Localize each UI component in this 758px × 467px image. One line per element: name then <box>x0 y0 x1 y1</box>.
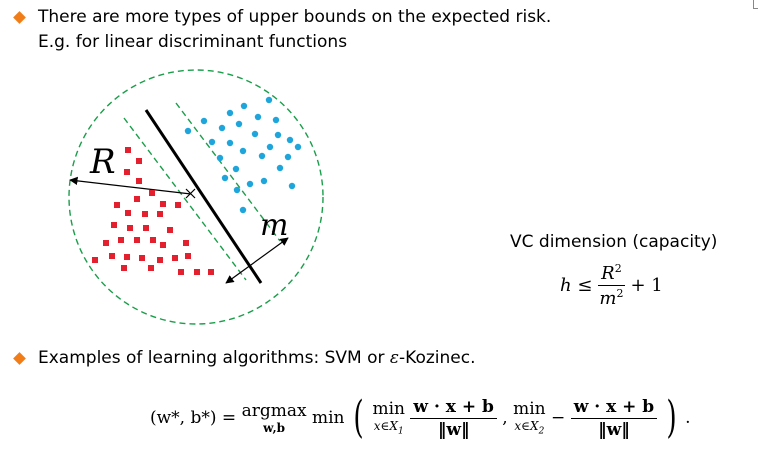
class-b-point <box>274 131 282 139</box>
class-b-point <box>226 139 234 147</box>
formula-lhs: (w*, b*) = <box>150 408 237 428</box>
class-b-points <box>184 96 302 214</box>
bullet-diamond-icon <box>13 11 26 24</box>
vc-denominator: m <box>599 288 617 309</box>
vc-denominator-exp: 2 <box>616 287 624 300</box>
bullet-diamond-icon <box>13 352 26 365</box>
class-a-point <box>183 240 189 246</box>
class-b-point <box>216 154 224 162</box>
class-b-point <box>260 177 268 185</box>
label-R: R <box>90 142 116 182</box>
class-a-point <box>118 237 124 243</box>
class-b-point <box>265 96 273 104</box>
class-b-point <box>286 136 294 144</box>
svm-margin-figure <box>68 69 324 325</box>
inner-min-1: min x∈X1 <box>372 399 405 437</box>
class-a-point <box>121 265 127 271</box>
class-a-point <box>111 222 117 228</box>
inner-min-2: min x∈X2 <box>513 399 546 437</box>
class-a-point <box>134 237 140 243</box>
class-a-point <box>92 257 98 263</box>
argmax-operator: argmax w,b <box>241 401 307 435</box>
class-a-point <box>109 253 115 259</box>
class-a-point <box>157 257 163 263</box>
vc-bound-formula: h ≤ R2 m2 + 1 <box>560 262 663 309</box>
bullet-2-text: Examples of learning algorithms: SVM or … <box>38 348 476 368</box>
radius-center-mark <box>185 188 196 199</box>
vc-tail: + 1 <box>630 275 663 296</box>
class-b-point <box>266 143 274 151</box>
class-b-point <box>246 180 254 188</box>
class-a-point <box>139 255 145 261</box>
label-m: m <box>260 208 289 243</box>
class-a-point <box>125 210 131 216</box>
margin-arrow <box>225 237 289 284</box>
class-a-point <box>124 254 130 260</box>
radius-arrow <box>69 176 192 195</box>
bullet-1-line-1: There are more types of upper bounds on … <box>38 7 552 27</box>
class-b-point <box>221 174 229 182</box>
class-b-point <box>233 186 241 194</box>
fraction-2: w · x + b ‖w‖ <box>570 397 658 440</box>
vc-numerator: R <box>601 263 615 284</box>
class-a-point <box>136 178 142 184</box>
class-a-point <box>142 211 148 217</box>
class-a-point <box>143 225 149 231</box>
class-b-point <box>288 182 296 190</box>
class-b-point <box>208 138 216 146</box>
class-a-point <box>127 225 133 231</box>
class-a-point <box>172 255 178 261</box>
class-a-point <box>134 196 140 202</box>
class-a-point <box>167 227 173 233</box>
class-b-point <box>251 130 259 138</box>
class-a-point <box>175 202 181 208</box>
class-b-point <box>240 102 248 110</box>
class-b-point <box>235 120 243 128</box>
vc-dimension-title: VC dimension (capacity) <box>510 232 718 252</box>
class-b-point <box>258 152 266 160</box>
class-a-point <box>124 169 130 175</box>
class-b-point <box>239 206 247 214</box>
class-b-point <box>272 116 280 124</box>
vc-lhs: h ≤ <box>560 275 593 296</box>
class-b-point <box>232 165 240 173</box>
class-b-point <box>218 124 226 132</box>
class-a-point <box>148 265 154 271</box>
class-b-point <box>276 164 284 172</box>
vc-fraction: R2 m2 <box>598 262 625 309</box>
separating-hyperplane <box>144 109 263 284</box>
class-b-point <box>284 153 292 161</box>
class-b-point <box>184 127 192 135</box>
class-a-point <box>185 253 191 259</box>
class-b-point <box>254 113 262 121</box>
margin-line-left <box>123 117 247 281</box>
class-b-point <box>200 117 208 125</box>
corner-mark <box>753 0 758 9</box>
class-a-point <box>160 242 166 248</box>
class-a-point <box>114 202 120 208</box>
class-b-point <box>226 109 234 117</box>
class-a-point <box>208 269 214 275</box>
class-a-points <box>92 147 214 275</box>
class-a-point <box>160 201 166 207</box>
fraction-1: w · x + b ‖w‖ <box>410 397 497 440</box>
class-b-point <box>239 147 247 155</box>
class-a-point <box>149 190 155 196</box>
class-a-point <box>136 158 142 164</box>
class-a-point <box>125 147 131 153</box>
class-a-point <box>103 240 109 246</box>
class-a-point <box>157 211 163 217</box>
svm-objective-formula: (w*, b*) = argmax w,b min ( min x∈X1 w · x… <box>150 392 691 443</box>
class-a-point <box>150 237 156 243</box>
vc-numerator-exp: 2 <box>614 262 622 275</box>
class-a-point <box>194 269 200 275</box>
margin-line-right <box>175 102 281 242</box>
min-operator: min <box>311 408 345 428</box>
class-a-point <box>178 269 184 275</box>
bounding-circle <box>68 69 324 325</box>
class-b-point <box>294 143 302 151</box>
bullet-1-line-2: E.g. for linear discriminant functions <box>38 32 348 52</box>
